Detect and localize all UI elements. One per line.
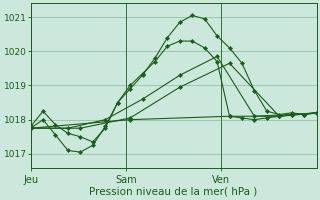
X-axis label: Pression niveau de la mer( hPa ): Pression niveau de la mer( hPa ) xyxy=(90,187,258,197)
